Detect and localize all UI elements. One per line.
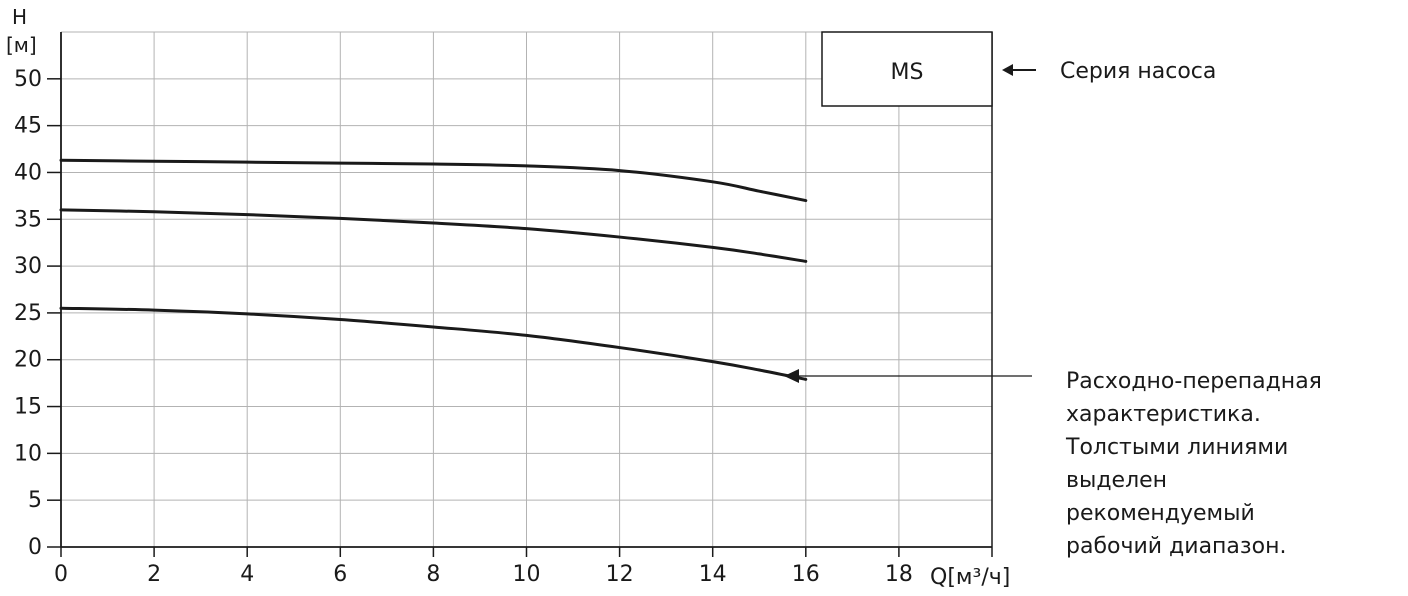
series-box-label: MS xyxy=(891,60,924,85)
x-tick-label: 2 xyxy=(147,562,161,587)
curve-series-1 xyxy=(59,158,808,203)
x-tick-label: 4 xyxy=(240,562,254,587)
y-tick-label: 40 xyxy=(14,160,42,185)
curve-note-line-2: характеристика. xyxy=(1066,402,1261,427)
y-tick-label: 50 xyxy=(14,67,42,92)
curve-note-arrowhead xyxy=(784,369,799,383)
curve-note-line-6: рабочий диапазон. xyxy=(1066,534,1286,559)
grid-layer xyxy=(61,31,992,547)
series-label-text: Серия насоса xyxy=(1060,59,1216,84)
x-tick-label: 6 xyxy=(333,562,347,587)
curve-series-3 xyxy=(59,306,808,381)
x-tick-label: 12 xyxy=(606,562,634,587)
x-tick-label: 8 xyxy=(426,562,440,587)
x-tick-label: 16 xyxy=(792,562,820,587)
x-axis-label: Q[м³/ч] xyxy=(930,565,1010,590)
x-tick-label: 18 xyxy=(885,562,913,587)
series-box xyxy=(821,31,993,107)
y-tick-label: 20 xyxy=(14,348,42,373)
y-tick-label: 10 xyxy=(14,441,42,466)
y-tick-label: 5 xyxy=(28,488,42,513)
series-label-arrowhead xyxy=(1002,64,1013,76)
x-tick-label: 14 xyxy=(699,562,727,587)
y-axis-name: H xyxy=(12,5,27,29)
curve-note-line-4: выделен xyxy=(1066,468,1167,493)
curve-note-line-3: Толстыми линиями xyxy=(1065,435,1288,460)
series-layer xyxy=(59,158,808,381)
y-tick-label: 0 xyxy=(28,535,42,560)
y-axis-unit: [м] xyxy=(6,33,37,57)
x-tick-label: 10 xyxy=(513,562,541,587)
curve-note-line-1: Расходно-перепадная xyxy=(1066,369,1322,394)
curve-note-line-5: рекомендуемый xyxy=(1066,501,1255,526)
y-tick-label: 35 xyxy=(14,207,42,232)
ticks-layer: 0 5 10 15 20 25 30 35 40 45 50 0 2 4 6 8 10 12 14 16 18 xyxy=(14,67,993,587)
y-tick-label: 30 xyxy=(14,254,42,279)
x-tick-label: 0 xyxy=(54,562,68,587)
y-tick-label: 45 xyxy=(14,114,42,139)
curve-series-2 xyxy=(59,208,808,263)
y-tick-label: 15 xyxy=(14,395,42,420)
y-tick-label: 25 xyxy=(14,301,42,326)
